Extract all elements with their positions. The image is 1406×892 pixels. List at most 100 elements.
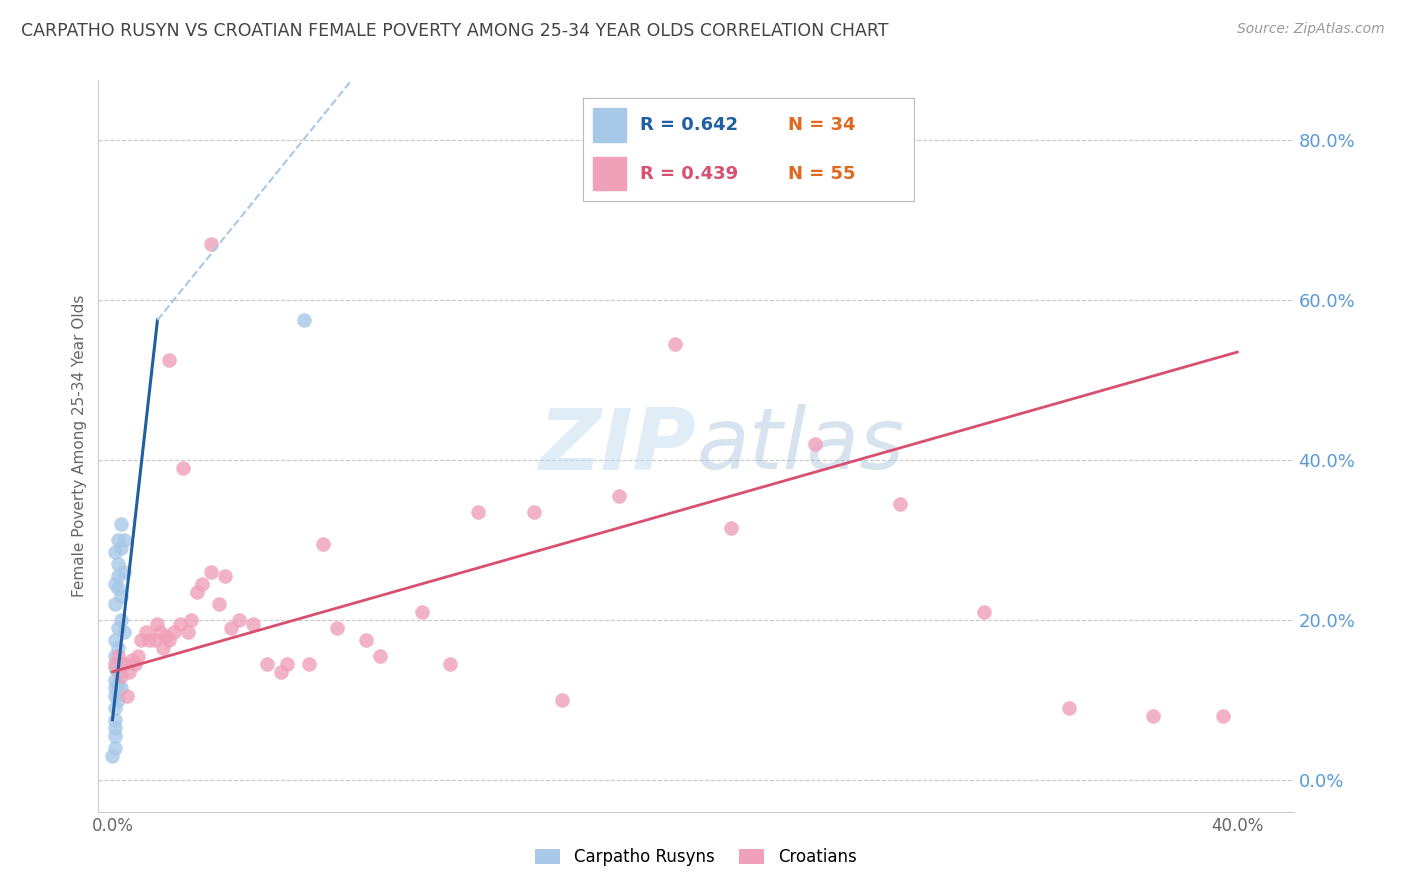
Point bbox=[112, 533, 135, 547]
Point bbox=[112, 565, 135, 579]
Point bbox=[312, 537, 335, 551]
Point bbox=[110, 669, 132, 683]
Point bbox=[973, 605, 995, 619]
Point bbox=[118, 665, 141, 679]
Point bbox=[104, 689, 127, 703]
Point bbox=[127, 648, 149, 663]
Point bbox=[152, 640, 174, 655]
Bar bbox=[593, 157, 627, 190]
Point bbox=[214, 569, 236, 583]
Text: atlas: atlas bbox=[696, 404, 904, 488]
Point bbox=[1142, 708, 1164, 723]
Point bbox=[104, 700, 127, 714]
Point bbox=[146, 616, 169, 631]
Point bbox=[112, 657, 135, 671]
Point bbox=[107, 693, 129, 707]
Point bbox=[104, 713, 127, 727]
Point bbox=[157, 632, 180, 647]
Point bbox=[143, 632, 166, 647]
Point bbox=[1057, 700, 1080, 714]
Point bbox=[804, 437, 827, 451]
Point bbox=[107, 621, 129, 635]
Point bbox=[104, 661, 127, 675]
Point bbox=[411, 605, 433, 619]
Point bbox=[110, 516, 132, 531]
Point bbox=[200, 237, 222, 252]
Point bbox=[129, 632, 152, 647]
Point bbox=[354, 632, 377, 647]
Point bbox=[104, 545, 127, 559]
Point bbox=[551, 693, 574, 707]
Point bbox=[208, 597, 231, 611]
Point bbox=[107, 648, 129, 663]
Point bbox=[163, 624, 186, 639]
Text: N = 34: N = 34 bbox=[789, 116, 856, 135]
Point bbox=[104, 729, 127, 743]
Point bbox=[101, 748, 124, 763]
Point bbox=[121, 653, 143, 667]
Point bbox=[270, 665, 292, 679]
Point bbox=[104, 740, 127, 755]
Point bbox=[439, 657, 461, 671]
Text: R = 0.642: R = 0.642 bbox=[640, 116, 738, 135]
Point bbox=[107, 581, 129, 595]
Point bbox=[219, 621, 242, 635]
Text: ZIP: ZIP bbox=[538, 404, 696, 488]
Text: R = 0.439: R = 0.439 bbox=[640, 164, 738, 183]
Text: Source: ZipAtlas.com: Source: ZipAtlas.com bbox=[1237, 22, 1385, 37]
Point bbox=[104, 632, 127, 647]
Point bbox=[276, 657, 298, 671]
Point bbox=[200, 565, 222, 579]
Text: N = 55: N = 55 bbox=[789, 164, 856, 183]
Point bbox=[138, 632, 160, 647]
Point bbox=[186, 585, 208, 599]
Point bbox=[107, 640, 129, 655]
Point bbox=[110, 681, 132, 695]
Point bbox=[368, 648, 391, 663]
Point bbox=[177, 624, 200, 639]
Point bbox=[107, 557, 129, 571]
Point bbox=[298, 657, 321, 671]
Point bbox=[107, 677, 129, 691]
Point bbox=[228, 613, 250, 627]
Point bbox=[157, 353, 180, 368]
Point bbox=[104, 657, 127, 671]
Point bbox=[107, 569, 129, 583]
Point bbox=[664, 337, 686, 351]
Point bbox=[104, 681, 127, 695]
Point bbox=[115, 689, 138, 703]
Point bbox=[107, 665, 129, 679]
Point bbox=[104, 648, 127, 663]
Point bbox=[104, 577, 127, 591]
Point bbox=[169, 616, 191, 631]
Point bbox=[191, 577, 214, 591]
Point bbox=[256, 657, 278, 671]
Point bbox=[149, 624, 172, 639]
Point bbox=[104, 673, 127, 687]
Point bbox=[720, 521, 742, 535]
Point bbox=[242, 616, 264, 631]
Point bbox=[110, 657, 132, 671]
Point bbox=[135, 624, 157, 639]
Point bbox=[110, 541, 132, 555]
Point bbox=[104, 721, 127, 735]
Point bbox=[180, 613, 202, 627]
Point bbox=[326, 621, 349, 635]
Point bbox=[172, 461, 194, 475]
Y-axis label: Female Poverty Among 25-34 Year Olds: Female Poverty Among 25-34 Year Olds bbox=[72, 295, 87, 597]
Point bbox=[107, 533, 129, 547]
Point bbox=[467, 505, 489, 519]
Point bbox=[155, 629, 177, 643]
Point bbox=[110, 613, 132, 627]
Bar bbox=[593, 108, 627, 142]
Point bbox=[1212, 708, 1234, 723]
Point bbox=[889, 497, 911, 511]
Point bbox=[607, 489, 630, 503]
Point bbox=[110, 589, 132, 603]
Point bbox=[292, 313, 315, 327]
Point bbox=[523, 505, 546, 519]
Legend: Carpatho Rusyns, Croatians: Carpatho Rusyns, Croatians bbox=[529, 841, 863, 873]
Point bbox=[104, 597, 127, 611]
Text: CARPATHO RUSYN VS CROATIAN FEMALE POVERTY AMONG 25-34 YEAR OLDS CORRELATION CHAR: CARPATHO RUSYN VS CROATIAN FEMALE POVERT… bbox=[21, 22, 889, 40]
Point bbox=[124, 657, 146, 671]
